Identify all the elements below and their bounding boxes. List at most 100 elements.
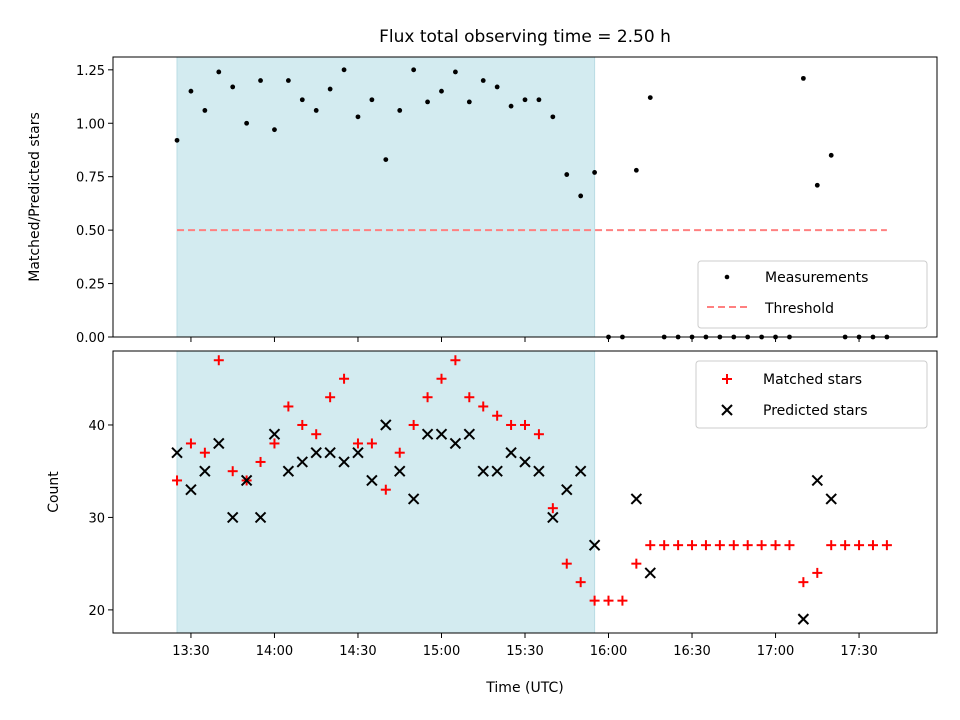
measurement-point [466, 99, 472, 105]
predicted-star-point [574, 465, 587, 477]
top-y-ticks: 0.00 0.25 0.50 0.75 1.00 1.25 [76, 64, 113, 346]
predicted-star-point [171, 446, 183, 459]
measurement-point [244, 120, 250, 126]
matched-star-point [380, 484, 391, 495]
measurement-point [397, 108, 403, 113]
x-tick-label: 14:00 [256, 644, 293, 659]
predicted-star-point [825, 493, 837, 505]
measurement-point [355, 114, 361, 120]
predicted-star-point [519, 456, 531, 468]
predicted-star-point [477, 465, 489, 477]
measurement-point [202, 108, 208, 113]
matched-star-point [478, 401, 489, 412]
predicted-star-point [449, 437, 462, 450]
top-axes-frame [112, 56, 938, 338]
x-tick-label: 15:00 [423, 644, 460, 659]
predicted-star-point [407, 493, 420, 505]
predicted-star-point [435, 428, 448, 440]
measurement-point [369, 97, 375, 103]
predicted-star-point [463, 428, 476, 440]
predicted-star-point [352, 446, 364, 459]
chart-title: Flux total observing time = 2.50 h [379, 27, 671, 47]
predicted-star-point [588, 539, 601, 551]
bottom-legend: Matched stars Predicted stars [695, 360, 928, 429]
predicted-star-point [282, 465, 295, 477]
predicted-star-point [226, 511, 239, 524]
matched-star-point [269, 438, 280, 449]
measurement-point [272, 127, 277, 133]
matched-star-point [728, 540, 739, 551]
measurement-point [633, 167, 639, 173]
matched-star-point [213, 355, 224, 366]
measurement-point [439, 88, 444, 94]
measurement-point [174, 137, 180, 143]
predicted-star-point [199, 465, 211, 477]
bottom-y-axis-label: Count [46, 471, 62, 513]
matched-star-point [603, 595, 614, 606]
measurement-point [216, 69, 222, 75]
y-tick-label: 0.25 [76, 278, 105, 293]
y-tick-label: 0.00 [76, 331, 105, 346]
predicted-star-point [394, 465, 406, 477]
measurement-point [230, 84, 236, 90]
matched-star-point [840, 540, 851, 551]
matched-star-point [673, 540, 684, 551]
matched-star-point [339, 373, 350, 384]
predicted-star-point [505, 446, 517, 459]
measurement-point [814, 182, 820, 188]
measurement-point [327, 86, 333, 92]
measurement-point [425, 99, 430, 105]
matched-star-point [450, 355, 461, 366]
matched-star-point [227, 466, 238, 477]
matched-star-point [255, 456, 266, 467]
measurement-point [647, 95, 653, 101]
matched-star-point [436, 373, 447, 384]
top-panel: 0.00 0.25 0.50 0.75 1.00 1.25 Flux total obse… [27, 27, 938, 346]
predicted-star-point [240, 474, 253, 487]
matched-star-point [185, 438, 196, 449]
predicted-star-point [644, 567, 656, 579]
matched-star-point [826, 540, 837, 551]
measurement-point [258, 78, 263, 83]
measurement-point [494, 84, 500, 90]
matched-star-point [770, 540, 781, 551]
matched-star-point [352, 438, 363, 449]
bottom-legend-box [695, 360, 928, 429]
bottom-y-ticks: 20 30 40 [88, 419, 113, 619]
matched-star-point [617, 595, 628, 606]
measurement-point [564, 172, 570, 177]
y-tick-label: 1.25 [76, 64, 105, 79]
top-x-ticks [190, 337, 860, 342]
measurement-point [341, 67, 347, 73]
predicted-star-point [561, 483, 573, 496]
legend-predicted-glyph [721, 404, 733, 416]
matched-star-point [631, 558, 642, 569]
bottom-x-ticks: 13:30 14:00 14:30 15:00 15:30 16:00 16:30 17:00… [172, 633, 878, 659]
top-legend-box [697, 260, 928, 329]
predicted-star-point [338, 456, 350, 468]
predicted-star-point [811, 474, 824, 487]
legend-matched-label: Matched stars [763, 372, 862, 388]
matched-star-point [700, 540, 711, 551]
x-axis-label: Time (UTC) [485, 680, 563, 696]
x-tick-label: 17:30 [840, 644, 877, 659]
matched-star-point [422, 392, 433, 403]
y-tick-label: 40 [88, 419, 105, 434]
legend-threshold-label: Threshold [764, 301, 834, 317]
predicted-star-point [185, 483, 197, 496]
legend-measurements-label: Measurements [765, 270, 868, 286]
matched-star-point [784, 540, 795, 551]
measurement-point [522, 97, 528, 103]
matched-star-point [798, 577, 809, 588]
x-tick-label: 17:00 [757, 644, 794, 659]
matched-star-point [659, 540, 670, 551]
matched-star-point [561, 558, 572, 569]
x-tick-label: 16:30 [673, 644, 710, 659]
x-tick-label: 16:00 [590, 644, 627, 659]
matched-star-point [464, 392, 475, 403]
predicted-star-point [324, 446, 336, 459]
predicted-star-point [268, 428, 281, 440]
y-tick-label: 0.50 [76, 224, 105, 239]
measurement-point [800, 75, 806, 81]
